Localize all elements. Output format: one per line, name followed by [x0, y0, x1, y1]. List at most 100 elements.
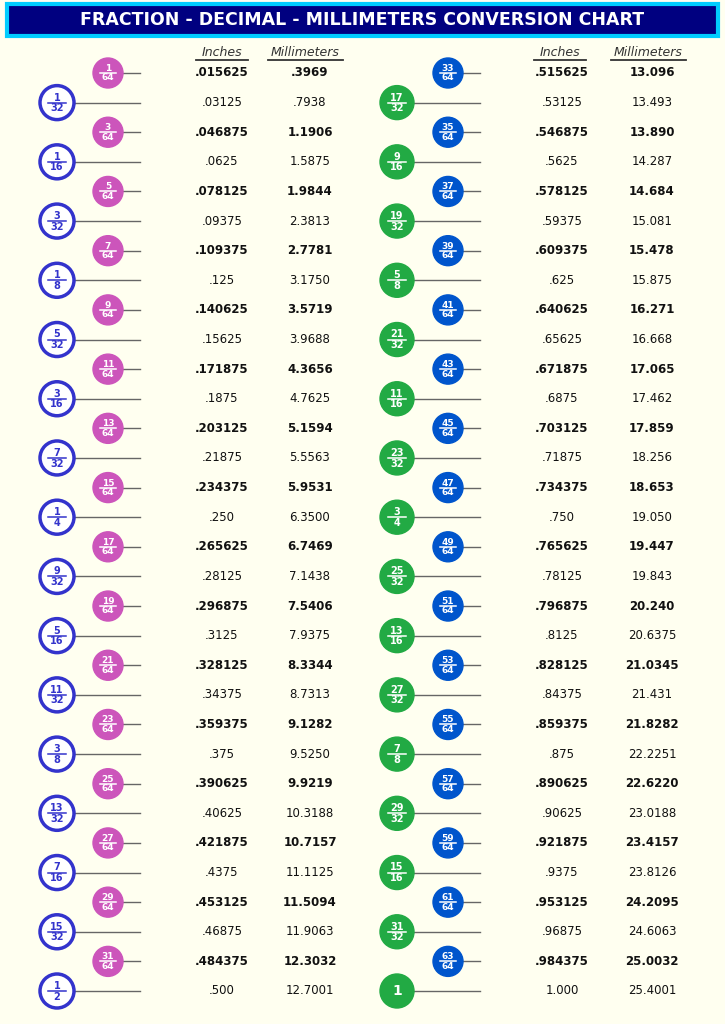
Text: 25: 25: [102, 775, 115, 783]
Text: .7938: .7938: [293, 96, 327, 110]
Text: 59: 59: [442, 834, 455, 843]
Text: .765625: .765625: [535, 541, 589, 553]
Text: 16: 16: [50, 399, 64, 410]
Text: .828125: .828125: [535, 658, 589, 672]
Circle shape: [380, 737, 414, 771]
Circle shape: [40, 797, 74, 830]
Text: .671875: .671875: [535, 362, 589, 376]
Text: 64: 64: [102, 370, 115, 379]
Text: 37: 37: [442, 182, 455, 191]
Circle shape: [40, 86, 74, 120]
Text: 19: 19: [390, 211, 404, 221]
Circle shape: [93, 236, 123, 265]
Text: 11.5094: 11.5094: [283, 896, 337, 908]
Text: .359375: .359375: [195, 718, 249, 731]
Text: 23.4157: 23.4157: [625, 837, 679, 850]
Text: 1.5875: 1.5875: [289, 156, 331, 168]
Text: 1: 1: [105, 63, 111, 73]
Text: 16: 16: [390, 636, 404, 646]
Text: 8: 8: [54, 755, 60, 765]
Text: 13: 13: [390, 626, 404, 636]
Text: 35: 35: [442, 123, 455, 132]
Text: .09375: .09375: [202, 215, 242, 227]
Text: 18.256: 18.256: [631, 452, 673, 465]
Circle shape: [93, 414, 123, 443]
Circle shape: [93, 531, 123, 562]
Text: 13.493: 13.493: [631, 96, 673, 110]
Text: 64: 64: [102, 902, 115, 911]
Circle shape: [433, 591, 463, 621]
Text: 21.431: 21.431: [631, 688, 673, 701]
Text: 5.5563: 5.5563: [289, 452, 331, 465]
Circle shape: [40, 144, 74, 179]
Text: 27: 27: [390, 685, 404, 694]
Text: .78125: .78125: [542, 570, 582, 583]
Circle shape: [380, 974, 414, 1008]
Circle shape: [380, 86, 414, 120]
Text: 32: 32: [390, 695, 404, 706]
Circle shape: [40, 678, 74, 712]
Circle shape: [93, 117, 123, 147]
Text: 16: 16: [50, 873, 64, 883]
Circle shape: [380, 914, 414, 949]
Text: 8: 8: [394, 755, 400, 765]
Text: 32: 32: [390, 340, 404, 350]
Circle shape: [40, 382, 74, 416]
Text: 18.653: 18.653: [629, 481, 675, 495]
Text: 64: 64: [102, 310, 115, 319]
Text: 29: 29: [390, 803, 404, 813]
Text: 64: 64: [442, 666, 455, 675]
Circle shape: [93, 946, 123, 977]
Text: 1: 1: [54, 981, 60, 991]
Circle shape: [93, 591, 123, 621]
Text: 8: 8: [394, 281, 400, 291]
Text: 9.5250: 9.5250: [289, 748, 331, 761]
Text: 9: 9: [105, 301, 111, 310]
Text: 21: 21: [102, 656, 115, 666]
Text: 9.1282: 9.1282: [287, 718, 333, 731]
Text: .90625: .90625: [542, 807, 582, 820]
Text: .96875: .96875: [542, 926, 582, 938]
Text: 32: 32: [50, 578, 64, 587]
Circle shape: [433, 354, 463, 384]
Text: 5: 5: [105, 182, 111, 191]
Text: 64: 64: [442, 725, 455, 734]
Text: .250: .250: [209, 511, 235, 523]
Circle shape: [93, 58, 123, 88]
Text: .015625: .015625: [195, 67, 249, 80]
Text: 64: 64: [442, 962, 455, 971]
Text: 64: 64: [442, 902, 455, 911]
Circle shape: [380, 382, 414, 416]
Text: .421875: .421875: [195, 837, 249, 850]
Text: .953125: .953125: [535, 896, 589, 908]
Circle shape: [433, 710, 463, 739]
Text: .484375: .484375: [195, 955, 249, 968]
Text: 2.3813: 2.3813: [289, 215, 331, 227]
Text: .500: .500: [209, 984, 235, 997]
Text: 15: 15: [50, 922, 64, 932]
Text: 32: 32: [390, 459, 404, 469]
Text: .796875: .796875: [535, 599, 589, 612]
Text: 16: 16: [390, 399, 404, 410]
Text: 11: 11: [50, 685, 64, 694]
Circle shape: [433, 117, 463, 147]
Text: 20.6375: 20.6375: [628, 629, 676, 642]
Text: 64: 64: [102, 547, 115, 556]
Text: 61: 61: [442, 893, 455, 902]
Text: 32: 32: [50, 221, 64, 231]
Circle shape: [93, 473, 123, 503]
Text: 7.5406: 7.5406: [287, 599, 333, 612]
Text: .0625: .0625: [205, 156, 239, 168]
Circle shape: [380, 559, 414, 594]
Text: 19.447: 19.447: [629, 541, 675, 553]
Text: 32: 32: [50, 103, 64, 114]
Circle shape: [433, 828, 463, 858]
Circle shape: [380, 678, 414, 712]
Circle shape: [380, 144, 414, 179]
Text: 10.3188: 10.3188: [286, 807, 334, 820]
Text: 3: 3: [105, 123, 111, 132]
Text: 22.2251: 22.2251: [628, 748, 676, 761]
Text: 27: 27: [102, 834, 115, 843]
Circle shape: [40, 559, 74, 594]
Text: 14.684: 14.684: [629, 185, 675, 198]
